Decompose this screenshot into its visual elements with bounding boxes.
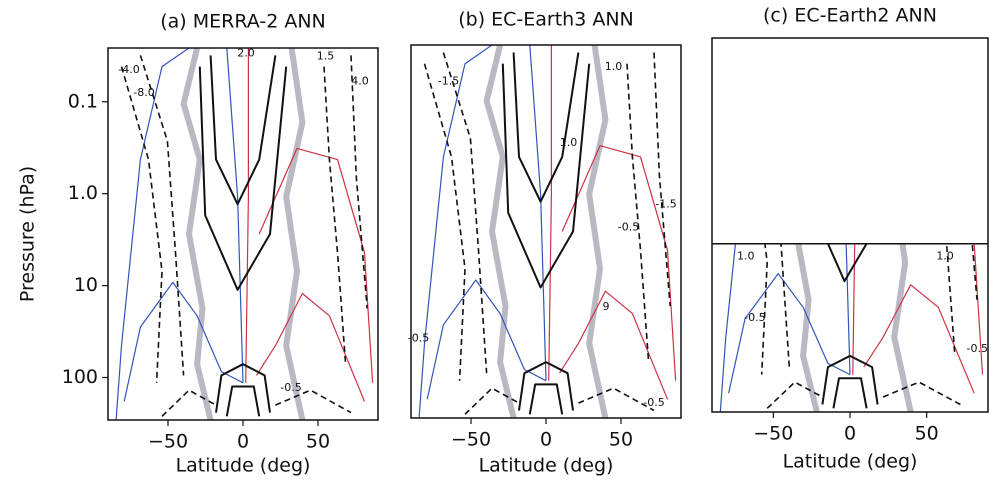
contour-line	[350, 55, 368, 309]
panel-title: (c) EC-Earth2 ANN	[763, 5, 937, 27]
contour-line	[586, 45, 609, 418]
contour-label: -1.5	[438, 75, 459, 88]
contour-label: -0.5	[618, 221, 639, 234]
contour-line	[226, 48, 244, 383]
contour-line	[123, 281, 244, 402]
contour-line	[852, 243, 856, 375]
contours	[418, 45, 677, 418]
contour-label: 9	[603, 300, 610, 313]
contour-line	[821, 354, 879, 405]
contour-line	[766, 381, 823, 409]
contour-label: -0.5	[744, 311, 765, 324]
contour-label: -4.0	[118, 63, 139, 76]
contour-line	[275, 389, 352, 414]
contour-line	[258, 147, 374, 383]
contour-label: 1.0	[737, 249, 755, 262]
contour-line	[817, 46, 883, 196]
y-tick-label: 0.1	[68, 90, 98, 112]
contour-label: -1.5	[655, 198, 676, 211]
contour-line	[198, 66, 288, 291]
contour-line	[209, 55, 277, 206]
contour-line	[973, 243, 984, 375]
contour-label: 1.0	[605, 60, 623, 73]
contour-line	[882, 381, 961, 406]
contour-line	[728, 273, 851, 394]
contour-line	[561, 145, 677, 381]
contour-line	[115, 48, 190, 420]
contour-label: -0.5	[280, 381, 301, 394]
contour-line	[780, 243, 791, 368]
contour-line	[139, 55, 185, 376]
contour-line	[891, 243, 914, 412]
y-axis-label: Pressure (hPa)	[17, 166, 39, 302]
contour-line	[845, 243, 851, 375]
x-tick-label: 50	[915, 423, 939, 445]
contour-line	[426, 279, 547, 400]
contour-label: -8.0	[133, 86, 154, 99]
y-tick-label: 10	[74, 274, 98, 296]
panel: (a) MERRA-2 ANN Latitude (deg)−50 0 50 0.1 1.…	[17, 11, 379, 477]
x-tick-label: 0	[237, 431, 249, 453]
contour-line	[161, 389, 217, 417]
contour-line	[832, 377, 868, 409]
contour-line	[483, 45, 517, 418]
panel: (c) EC-Earth2 ANN Latitude (deg) −50 0 50 1.0…	[711, 5, 989, 473]
contour-label: 2.0	[237, 47, 255, 60]
panel-title: (b) EC-Earth3 ANN	[458, 9, 634, 31]
panel-title: (a) MERRA-2 ANN	[160, 11, 326, 33]
x-tick-label: −50	[753, 423, 793, 445]
contour-label: -0.5	[408, 332, 429, 345]
contour-line	[245, 48, 249, 383]
contour-line	[323, 66, 347, 365]
contour-line	[626, 63, 650, 363]
contour-line	[512, 52, 580, 203]
x-axis-label: Latitude (deg)	[479, 455, 614, 477]
contour-line	[423, 63, 466, 381]
contour-line	[795, 243, 820, 412]
contour-line	[548, 45, 553, 381]
contour-line	[528, 383, 564, 415]
contour-line	[120, 66, 163, 383]
panel: (b) EC-Earth3 ANN Latitude (deg) −50 0 50 -1.…	[408, 9, 682, 477]
x-axis-label: Latitude (deg)	[176, 455, 311, 477]
contours	[719, 46, 984, 412]
contour-label: -0.5	[967, 342, 988, 355]
contour-label: 1.0	[560, 136, 578, 149]
x-tick-label: 0	[540, 429, 552, 451]
contour-line	[653, 52, 671, 307]
contour-line	[518, 361, 574, 411]
contour-line	[255, 292, 366, 402]
x-tick-label: 50	[609, 429, 633, 451]
x-axis-label: Latitude (deg)	[783, 451, 918, 473]
contour-line	[826, 243, 868, 283]
contour-line	[529, 45, 547, 381]
contour-line	[442, 52, 488, 374]
contour-line	[971, 243, 978, 300]
contour-line	[719, 243, 737, 412]
contour-line	[464, 387, 520, 415]
x-tick-label: 0	[844, 423, 856, 445]
contour-line	[180, 48, 214, 420]
contour-line	[945, 243, 956, 356]
y-tick-label: 1.0	[68, 182, 98, 204]
contour-line	[215, 363, 271, 413]
contour-label: 4.0	[351, 74, 369, 87]
contour-label: 1.0	[936, 249, 954, 262]
contour-line	[578, 387, 655, 412]
contour-label: -0.5	[643, 396, 664, 409]
contour-line	[418, 45, 493, 418]
contour-line	[760, 243, 769, 375]
contours	[115, 48, 374, 420]
contour-line	[863, 284, 975, 394]
x-tick-label: 50	[306, 431, 330, 453]
contour-line	[283, 48, 306, 420]
contour-line	[558, 290, 669, 400]
y-tick-label: 100	[62, 366, 98, 388]
contour-line	[501, 63, 591, 289]
contour-line	[225, 385, 261, 417]
x-tick-label: −50	[451, 429, 491, 451]
x-tick-label: −50	[148, 431, 188, 453]
contour-label: 1.5	[317, 49, 335, 62]
